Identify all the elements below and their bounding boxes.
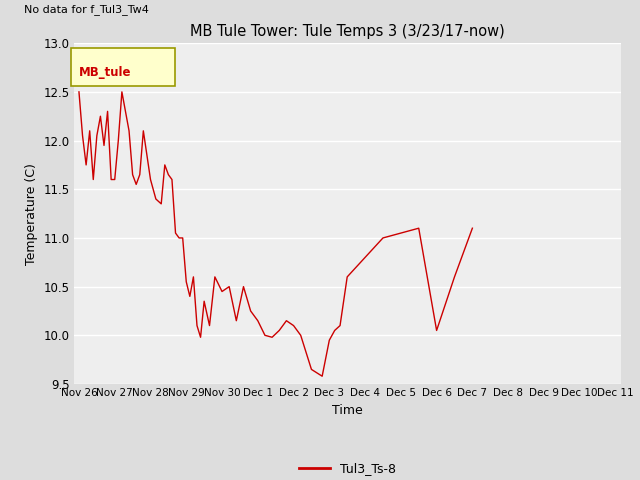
Legend: Tul3_Ts-8: Tul3_Ts-8: [294, 457, 401, 480]
Text: No data for f_Tul3_Tw4: No data for f_Tul3_Tw4: [24, 4, 149, 15]
Y-axis label: Temperature (C): Temperature (C): [25, 163, 38, 264]
Text: MB_tule: MB_tule: [79, 66, 132, 79]
Title: MB Tule Tower: Tule Temps 3 (3/23/17-now): MB Tule Tower: Tule Temps 3 (3/23/17-now…: [190, 24, 504, 39]
FancyBboxPatch shape: [71, 48, 175, 86]
X-axis label: Time: Time: [332, 404, 363, 417]
